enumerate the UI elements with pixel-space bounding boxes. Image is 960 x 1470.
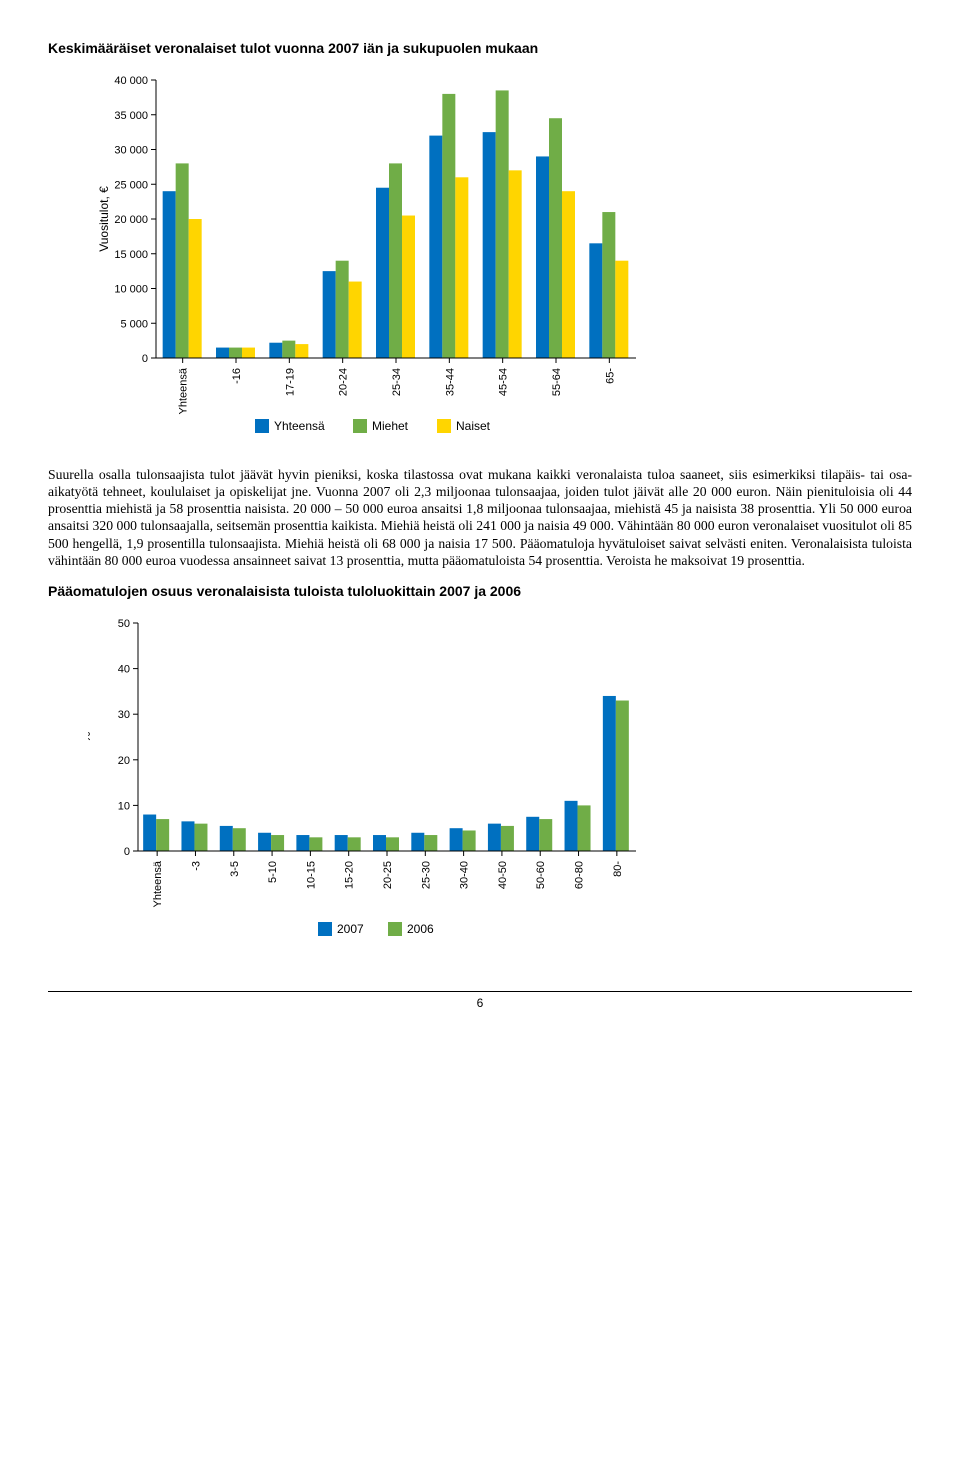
svg-text:3-5: 3-5 [229,861,241,877]
svg-text:-3: -3 [190,861,202,871]
svg-text:55-64: 55-64 [551,368,563,396]
svg-text:35 000: 35 000 [114,110,148,122]
svg-text:65-: 65- [604,368,616,384]
svg-text:Yhteensä: Yhteensä [274,419,325,433]
svg-text:35-44: 35-44 [444,368,456,396]
chart1-svg: 0 5 000 10 000 15 000 20 000 25 000 30 000 35 0… [88,68,648,448]
svg-text:30: 30 [118,709,130,721]
svg-text:30-40: 30-40 [459,861,471,889]
svg-text:2007: 2007 [337,922,364,936]
svg-text:Yhteensä: Yhteensä [152,860,164,907]
svg-text:25-34: 25-34 [391,368,403,396]
svg-text:60-80: 60-80 [574,861,586,889]
svg-text:5-10: 5-10 [267,861,279,883]
svg-text:15-20: 15-20 [344,861,356,889]
svg-text:-16: -16 [231,368,243,384]
svg-text:25-30: 25-30 [420,861,432,889]
page-footer: 6 [48,991,912,1010]
svg-text:40: 40 [118,663,130,675]
chart2-title: Pääomatulojen osuus veronalaisista tuloi… [48,583,912,599]
svg-text:30 000: 30 000 [114,145,148,157]
svg-text:20-25: 20-25 [382,861,394,889]
svg-text:Naiset: Naiset [456,419,491,433]
svg-text:40-50: 40-50 [497,861,509,889]
chart1-title: Keskimääräiset veronalaiset tulot vuonna… [48,40,912,56]
svg-text:Miehet: Miehet [372,419,409,433]
svg-text:15 000: 15 000 [114,249,148,261]
body-paragraph: Suurella osalla tulonsaajista tulot jääv… [48,466,912,569]
svg-text:10-15: 10-15 [305,861,317,889]
svg-text:20: 20 [118,755,130,767]
svg-text:Yhteensä: Yhteensä [178,367,190,414]
svg-text:45-54: 45-54 [498,368,510,396]
svg-text:5 000: 5 000 [120,318,148,330]
svg-text:10: 10 [118,800,130,812]
chart1-container: 0 5 000 10 000 15 000 20 000 25 000 30 000 35 0… [88,68,912,448]
svg-text:20 000: 20 000 [114,214,148,226]
svg-text:2006: 2006 [407,922,434,936]
chart2-container: 0 10 20 30 40 50% Yhteensä -3 3-5 5-10 10-15 15-20 2… [88,611,912,951]
page-number: 6 [477,996,484,1010]
svg-text:50: 50 [118,618,130,630]
svg-text:10 000: 10 000 [114,284,148,296]
svg-text:%: % [88,731,93,742]
svg-text:50-60: 50-60 [535,861,547,889]
svg-text:0: 0 [142,353,148,365]
svg-text:17-19: 17-19 [284,368,296,396]
chart2-svg: 0 10 20 30 40 50% Yhteensä -3 3-5 5-10 10-15 15-20 2… [88,611,648,951]
svg-text:0: 0 [124,846,130,858]
svg-text:80-: 80- [612,860,624,876]
svg-text:Vuositulot, €: Vuositulot, € [97,186,111,252]
svg-text:25 000: 25 000 [114,179,148,191]
svg-text:40 000: 40 000 [114,75,148,87]
svg-text:20-24: 20-24 [338,368,350,396]
